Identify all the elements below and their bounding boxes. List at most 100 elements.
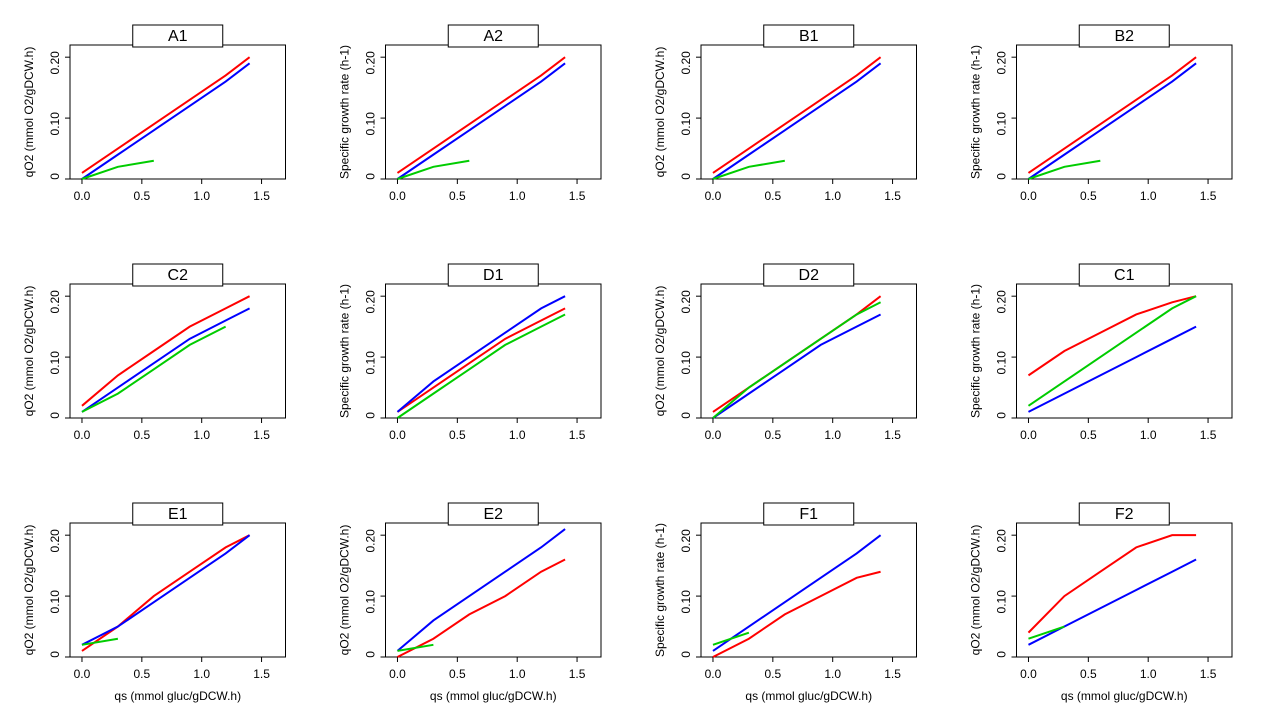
data-line — [397, 57, 565, 173]
panel-label: F2 — [1115, 506, 1134, 523]
x-axis-label: qs (mmol gluc/gDCW.h) — [114, 689, 241, 703]
y-axis-label: qO2 (mmol O2/gDCW.h) — [653, 47, 667, 178]
panel-label: E1 — [168, 506, 188, 523]
plot-frame — [386, 523, 602, 657]
data-line — [1028, 57, 1196, 173]
y-axis-label: qO2 (mmol O2/gDCW.h) — [22, 286, 36, 417]
x-tick-label: 0.5 — [1080, 428, 1097, 442]
x-tick-label: 1.0 — [509, 428, 526, 442]
x-tick-label: 1.5 — [253, 189, 270, 203]
panel-label: C1 — [1114, 267, 1135, 284]
y-tick-label: 0.20 — [995, 290, 1009, 314]
figure: A1 0.0 0.5 1.0 1.5 0 0.10 0.20 qO2 (mmol O2/gDCW… — [0, 0, 1262, 717]
panel-label: B1 — [799, 28, 819, 45]
data-line — [1028, 535, 1196, 632]
x-tick-label: 1.5 — [1200, 667, 1217, 681]
x-tick-label: 1.5 — [884, 667, 901, 681]
x-tick-label: 1.5 — [569, 428, 586, 442]
x-tick-label: 0.5 — [1080, 667, 1097, 681]
data-line — [713, 161, 785, 179]
y-tick-label: 0.10 — [364, 590, 378, 614]
y-tick-label: 0.10 — [995, 590, 1009, 614]
x-axis-label: qs (mmol gluc/gDCW.h) — [1061, 689, 1188, 703]
x-tick-label: 0.5 — [133, 667, 150, 681]
x-tick-label: 1.5 — [884, 428, 901, 442]
y-tick-label: 0.10 — [48, 351, 62, 375]
y-tick-label: 0.10 — [364, 351, 378, 375]
data-line — [397, 63, 565, 179]
y-axis-label: Specific growth rate (h-1) — [338, 45, 352, 179]
y-tick-label: 0.10 — [995, 112, 1009, 136]
data-line — [1028, 560, 1196, 645]
data-line — [397, 529, 565, 651]
y-tick-label: 0.10 — [48, 590, 62, 614]
data-line — [713, 535, 881, 651]
y-axis-label: Specific growth rate (h-1) — [969, 284, 983, 418]
data-line — [1028, 296, 1196, 406]
data-line — [82, 327, 226, 412]
x-tick-label: 0.0 — [74, 189, 91, 203]
x-tick-label: 0.0 — [74, 428, 91, 442]
x-tick-label: 0.5 — [1080, 189, 1097, 203]
x-tick-label: 1.0 — [824, 428, 841, 442]
y-tick-label: 0.20 — [995, 51, 1009, 75]
y-tick-label: 0.10 — [679, 351, 693, 375]
x-tick-label: 0.0 — [74, 667, 91, 681]
x-tick-label: 0.5 — [449, 428, 466, 442]
data-line — [82, 161, 154, 179]
panel-label: F1 — [799, 506, 818, 523]
y-tick-label: 0.20 — [364, 529, 378, 553]
y-tick-label: 0.20 — [48, 51, 62, 75]
x-tick-label: 1.5 — [1200, 189, 1217, 203]
panel-label: A2 — [483, 28, 503, 45]
x-tick-label: 1.0 — [509, 189, 526, 203]
x-tick-label: 0.0 — [389, 428, 406, 442]
data-line — [82, 57, 250, 173]
x-tick-label: 1.0 — [1140, 667, 1157, 681]
x-tick-label: 1.0 — [824, 189, 841, 203]
x-tick-label: 1.0 — [193, 189, 210, 203]
x-tick-label: 1.0 — [193, 667, 210, 681]
x-tick-label: 1.5 — [1200, 428, 1217, 442]
y-tick-label: 0.10 — [364, 112, 378, 136]
x-tick-label: 1.0 — [1140, 189, 1157, 203]
panel-label: A1 — [168, 28, 188, 45]
y-tick-label: 0 — [364, 412, 378, 419]
y-tick-label: 0 — [679, 651, 693, 658]
x-tick-label: 0.0 — [1020, 428, 1037, 442]
x-tick-label: 1.0 — [509, 667, 526, 681]
y-axis-label: qO2 (mmol O2/gDCW.h) — [969, 525, 983, 656]
x-tick-label: 1.0 — [193, 428, 210, 442]
y-tick-label: 0.10 — [679, 590, 693, 614]
x-tick-label: 1.0 — [824, 667, 841, 681]
data-line — [82, 63, 250, 179]
y-axis-label: qO2 (mmol O2/gDCW.h) — [22, 525, 36, 656]
panel-label: D1 — [483, 267, 504, 284]
y-tick-label: 0 — [679, 412, 693, 419]
data-line — [713, 63, 881, 179]
panel-label: D2 — [799, 267, 820, 284]
x-tick-label: 1.5 — [253, 667, 270, 681]
x-tick-label: 0.5 — [133, 428, 150, 442]
plot-frame — [1017, 284, 1233, 418]
y-tick-label: 0.20 — [679, 290, 693, 314]
y-tick-label: 0 — [995, 651, 1009, 658]
y-tick-label: 0 — [48, 412, 62, 419]
data-line — [1028, 327, 1196, 412]
y-tick-label: 0.10 — [679, 112, 693, 136]
y-tick-label: 0 — [48, 651, 62, 658]
x-tick-label: 0.0 — [705, 189, 722, 203]
panel-label: B2 — [1114, 28, 1134, 45]
y-axis-label: qO2 (mmol O2/gDCW.h) — [338, 525, 352, 656]
plot-frame — [1017, 523, 1233, 657]
x-tick-label: 0.0 — [389, 189, 406, 203]
x-tick-label: 0.5 — [764, 189, 781, 203]
data-line — [397, 314, 565, 418]
data-line — [82, 296, 250, 406]
x-tick-label: 0.5 — [764, 428, 781, 442]
x-tick-label: 0.5 — [133, 189, 150, 203]
y-tick-label: 0 — [48, 173, 62, 180]
x-tick-label: 0.0 — [705, 428, 722, 442]
data-line — [82, 535, 250, 645]
data-line — [713, 633, 749, 645]
